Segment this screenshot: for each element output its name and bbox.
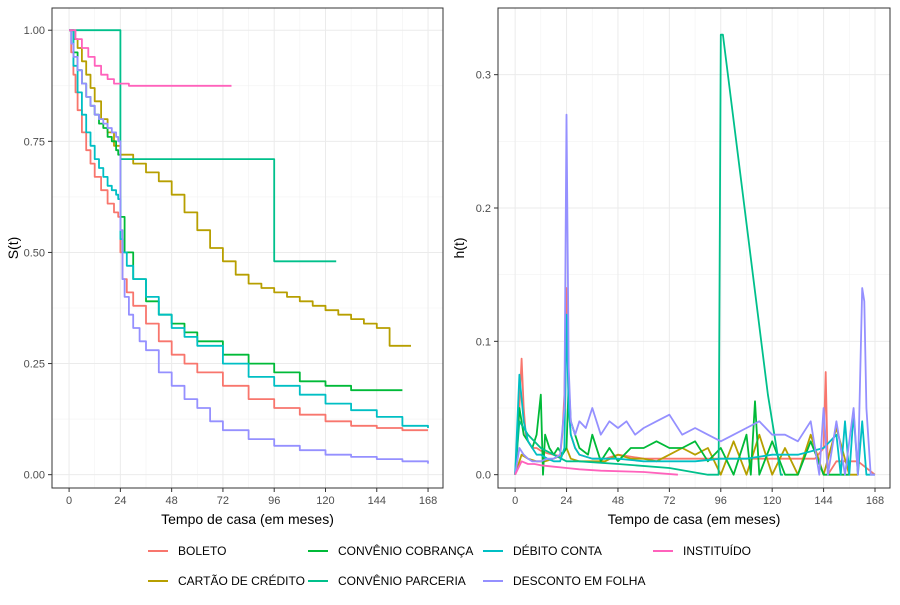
hazard-series-convenio-parceria <box>514 33 783 476</box>
survival-y-axis-title: S(t) <box>5 237 21 260</box>
hazard-x-tick-label: 120 <box>763 495 781 507</box>
survival-series-debito-conta <box>69 29 429 428</box>
legend-label-instituido: INSTITUÍDO <box>683 543 751 558</box>
survival-y-tick-label: 0.75 <box>24 136 45 148</box>
hazard-x-tick-label: 144 <box>814 495 832 507</box>
legend-label-cartao-de-credito: CARTÃO DE CRÉDITO <box>178 573 305 588</box>
hazard-series-desconto-em-folha <box>514 113 875 476</box>
hazard-x-axis-title: Tempo de casa (em meses) <box>608 511 781 527</box>
hazard-panel-border <box>497 7 891 489</box>
legend-label-debito-conta: DÉBITO CONTA <box>513 543 602 558</box>
hazard-y-tick-label: 0.2 <box>476 203 491 215</box>
hazard-x-tick-label: 96 <box>715 495 727 507</box>
hazard-panel: 0 24 48 72 96 120 144 168 0.0 0.1 0.2 0.3 Tempo de c… <box>451 7 891 527</box>
legend-label-convenio-parceria: CONVÊNIO PARCERIA <box>338 573 466 588</box>
survival-series-cartao-de-credito <box>69 29 411 347</box>
survival-series-desconto-em-folha <box>69 29 429 464</box>
survival-series-convenio-parceria <box>69 29 337 263</box>
hazard-x-tick-label: 48 <box>612 495 624 507</box>
survival-x-tick-label: 168 <box>419 495 437 507</box>
survival-y-tick-label: 1.00 <box>24 25 45 37</box>
survival-panel: 0 24 48 72 96 120 144 168 0.00 0.25 0.50 0.75 1.00 Te… <box>5 7 444 527</box>
survival-x-tick-label: 48 <box>166 495 178 507</box>
legend-label-desconto-em-folha: DESCONTO EM FOLHA <box>513 574 645 588</box>
hazard-plot-area <box>498 8 890 488</box>
survival-x-tick-label: 24 <box>114 495 126 507</box>
survival-y-tick-label: 0.25 <box>24 359 45 371</box>
legend-label-convenio-cobranca: CONVÊNIO COBRANÇA <box>338 543 473 558</box>
hazard-y-tick-label: 0.0 <box>476 470 491 482</box>
survival-x-tick-label: 120 <box>316 495 334 507</box>
hazard-series-debito-conta <box>514 313 875 476</box>
survival-series-instituido <box>69 29 232 87</box>
survival-x-tick-label: 96 <box>268 495 280 507</box>
hazard-series-instituido <box>514 460 678 476</box>
hazard-x-tick-label: 72 <box>663 495 675 507</box>
hazard-y-tick-label: 0.3 <box>476 70 491 82</box>
survival-x-tick-label: 72 <box>217 495 229 507</box>
legend: BOLETO CARTÃO DE CRÉDITO CONVÊNIO COBRANÇA… <box>148 543 751 588</box>
hazard-y-axis-title: h(t) <box>451 238 467 259</box>
survival-y-tick-label: 0.00 <box>24 470 45 482</box>
survival-x-tick-label: 0 <box>66 495 72 507</box>
survival-series-boleto <box>69 29 428 432</box>
hazard-x-tick-label: 24 <box>560 495 572 507</box>
survival-y-tick-label: 0.50 <box>24 247 45 259</box>
survival-x-axis-title: Tempo de casa (em meses) <box>161 511 334 527</box>
survival-panel-border <box>51 7 444 489</box>
hazard-x-tick-label: 0 <box>512 495 518 507</box>
hazard-series-convenio-cobranca <box>514 380 850 476</box>
survival-plot-area <box>52 8 443 488</box>
hazard-x-tick-label: 168 <box>866 495 884 507</box>
legend-label-boleto: BOLETO <box>178 544 226 558</box>
hazard-y-tick-label: 0.1 <box>476 336 491 348</box>
survival-x-tick-label: 144 <box>368 495 386 507</box>
